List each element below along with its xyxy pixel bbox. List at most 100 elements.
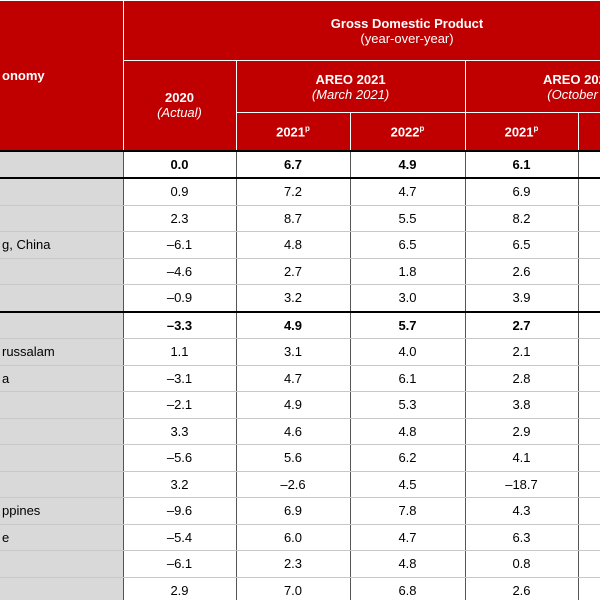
row-label bbox=[0, 178, 124, 206]
value-cell: –18.7 bbox=[465, 471, 579, 498]
value-cell: 6.8 bbox=[350, 577, 466, 600]
value-cell: 4.9 bbox=[236, 311, 351, 339]
table-row: 0.0 6.7 4.9 6.1 bbox=[0, 149, 600, 179]
actual-header: 2020 (Actual) bbox=[122, 60, 237, 151]
value-cell: 4.1 bbox=[465, 444, 579, 472]
table-row: –4.6 2.7 1.8 2.6 bbox=[0, 258, 600, 285]
value-cell: 0.8 bbox=[465, 550, 579, 578]
row-label bbox=[0, 205, 124, 232]
october-subtitle: (October 2 bbox=[547, 86, 600, 102]
value-cell: 4.8 bbox=[350, 550, 466, 578]
value-cell: 2.6 bbox=[465, 577, 579, 600]
value-cell: 5.7 bbox=[350, 311, 466, 339]
value-cell bbox=[578, 471, 600, 498]
value-cell: 2.3 bbox=[236, 550, 351, 578]
value-cell: 4.5 bbox=[350, 471, 466, 498]
year-header: 2021p bbox=[235, 112, 351, 151]
value-cell: –4.6 bbox=[123, 258, 237, 285]
row-label: russalam bbox=[0, 338, 124, 366]
value-cell: 6.5 bbox=[350, 231, 466, 259]
value-cell: 4.7 bbox=[350, 178, 466, 206]
value-cell: 2.3 bbox=[123, 205, 237, 232]
value-cell: 8.7 bbox=[236, 205, 351, 232]
value-cell: 0.0 bbox=[123, 149, 237, 179]
row-label bbox=[0, 284, 124, 313]
table-row: 3.2 –2.6 4.5 –18.7 bbox=[0, 471, 600, 498]
value-cell: 2.8 bbox=[465, 365, 579, 392]
value-cell: 5.5 bbox=[350, 205, 466, 232]
value-cell bbox=[578, 311, 600, 339]
value-cell bbox=[578, 391, 600, 419]
value-cell: 3.0 bbox=[350, 284, 466, 313]
row-label: g, China bbox=[0, 231, 124, 259]
value-cell bbox=[578, 524, 600, 551]
group-title: Gross Domestic Product bbox=[330, 15, 484, 31]
year-text: 2021 bbox=[276, 123, 306, 139]
row-label bbox=[0, 311, 124, 339]
value-cell: 3.9 bbox=[465, 284, 579, 313]
value-cell: 8.2 bbox=[465, 205, 579, 232]
value-cell: 0.9 bbox=[123, 178, 237, 206]
value-cell: 6.1 bbox=[350, 365, 466, 392]
row-label: a bbox=[0, 365, 124, 392]
table-row: ppines –9.6 6.9 7.8 4.3 bbox=[0, 497, 600, 525]
value-cell: 2.1 bbox=[465, 338, 579, 366]
value-cell: 3.2 bbox=[123, 471, 237, 498]
value-cell bbox=[578, 205, 600, 232]
table-row: –3.3 4.9 5.7 2.7 bbox=[0, 311, 600, 339]
year-superscript: p bbox=[533, 123, 539, 133]
march-subtitle: (March 2021) bbox=[311, 86, 390, 102]
value-cell: –3.3 bbox=[123, 311, 237, 339]
table-row: –6.1 2.3 4.8 0.8 bbox=[0, 550, 600, 578]
value-cell: –2.6 bbox=[236, 471, 351, 498]
row-label: e bbox=[0, 524, 124, 551]
year-header: 2022p bbox=[349, 112, 466, 151]
year-header bbox=[577, 112, 600, 151]
value-cell: 6.3 bbox=[465, 524, 579, 551]
value-cell: 2.9 bbox=[465, 418, 579, 445]
row-label bbox=[0, 418, 124, 445]
value-cell: –6.1 bbox=[123, 550, 237, 578]
row-label bbox=[0, 391, 124, 419]
value-cell: 4.9 bbox=[236, 391, 351, 419]
value-cell: 3.8 bbox=[465, 391, 579, 419]
value-cell: 6.2 bbox=[350, 444, 466, 472]
value-cell: 6.7 bbox=[236, 149, 351, 179]
row-label bbox=[0, 471, 124, 498]
table-row: russalam 1.1 3.1 4.0 2.1 bbox=[0, 338, 600, 366]
value-cell: 6.9 bbox=[465, 178, 579, 206]
table-row: 3.3 4.6 4.8 2.9 bbox=[0, 418, 600, 445]
value-cell bbox=[578, 418, 600, 445]
value-cell bbox=[578, 338, 600, 366]
actual-subtitle: (Actual) bbox=[157, 105, 202, 121]
row-label: ppines bbox=[0, 497, 124, 525]
table-row: a –3.1 4.7 6.1 2.8 bbox=[0, 365, 600, 392]
value-cell bbox=[578, 550, 600, 578]
value-cell bbox=[578, 231, 600, 259]
table-row: e –5.4 6.0 4.7 6.3 bbox=[0, 524, 600, 551]
table-row: –5.6 5.6 6.2 4.1 bbox=[0, 444, 600, 472]
group-header: Gross Domestic Product (year-over-year) bbox=[122, 0, 600, 61]
year-header: 2021p bbox=[464, 112, 579, 151]
value-cell: 5.3 bbox=[350, 391, 466, 419]
value-cell: 2.7 bbox=[465, 311, 579, 339]
table-row: 2.3 8.7 5.5 8.2 bbox=[0, 205, 600, 232]
value-cell: 7.0 bbox=[236, 577, 351, 600]
october-title: AREO 2021 bbox=[542, 71, 600, 87]
value-cell bbox=[578, 365, 600, 392]
value-cell: 7.2 bbox=[236, 178, 351, 206]
year-superscript: p bbox=[305, 123, 310, 133]
value-cell: 4.8 bbox=[350, 418, 466, 445]
value-cell: –5.6 bbox=[123, 444, 237, 472]
value-cell: 5.6 bbox=[236, 444, 351, 472]
value-cell bbox=[578, 444, 600, 472]
value-cell bbox=[578, 284, 600, 313]
value-cell: 6.5 bbox=[465, 231, 579, 259]
value-cell: 4.7 bbox=[236, 365, 351, 392]
value-cell: –3.1 bbox=[123, 365, 237, 392]
year-text: 2022 bbox=[390, 123, 420, 139]
row-label bbox=[0, 149, 124, 179]
